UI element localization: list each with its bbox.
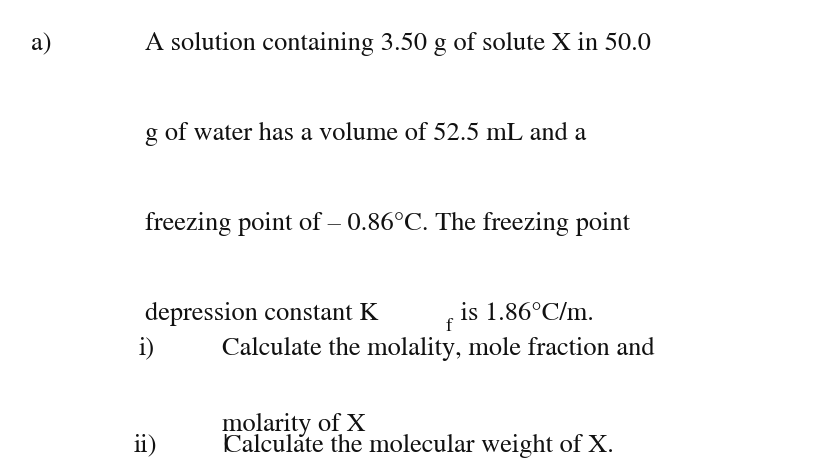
Text: Calculate the molality, mole fraction and: Calculate the molality, mole fraction an… xyxy=(222,336,653,360)
Text: i): i) xyxy=(139,336,155,360)
Text: molarity of X: molarity of X xyxy=(222,412,365,436)
Text: g of water has a volume of 52.5 mL and a: g of water has a volume of 52.5 mL and a xyxy=(145,122,586,146)
Text: Calculate the molecular weight of X.: Calculate the molecular weight of X. xyxy=(224,433,614,457)
Text: a): a) xyxy=(31,32,52,56)
Text: A solution containing 3.50 g of solute X in 50.0: A solution containing 3.50 g of solute X… xyxy=(145,32,650,56)
Text: is 1.86°C/m.: is 1.86°C/m. xyxy=(453,301,593,325)
Text: freezing point of – 0.86°C. The freezing point: freezing point of – 0.86°C. The freezing… xyxy=(145,212,629,236)
Text: f: f xyxy=(445,318,452,335)
Text: |: | xyxy=(222,433,227,457)
Text: ii): ii) xyxy=(134,433,157,457)
Text: depression constant K: depression constant K xyxy=(145,301,378,325)
Text: |: | xyxy=(222,433,227,457)
